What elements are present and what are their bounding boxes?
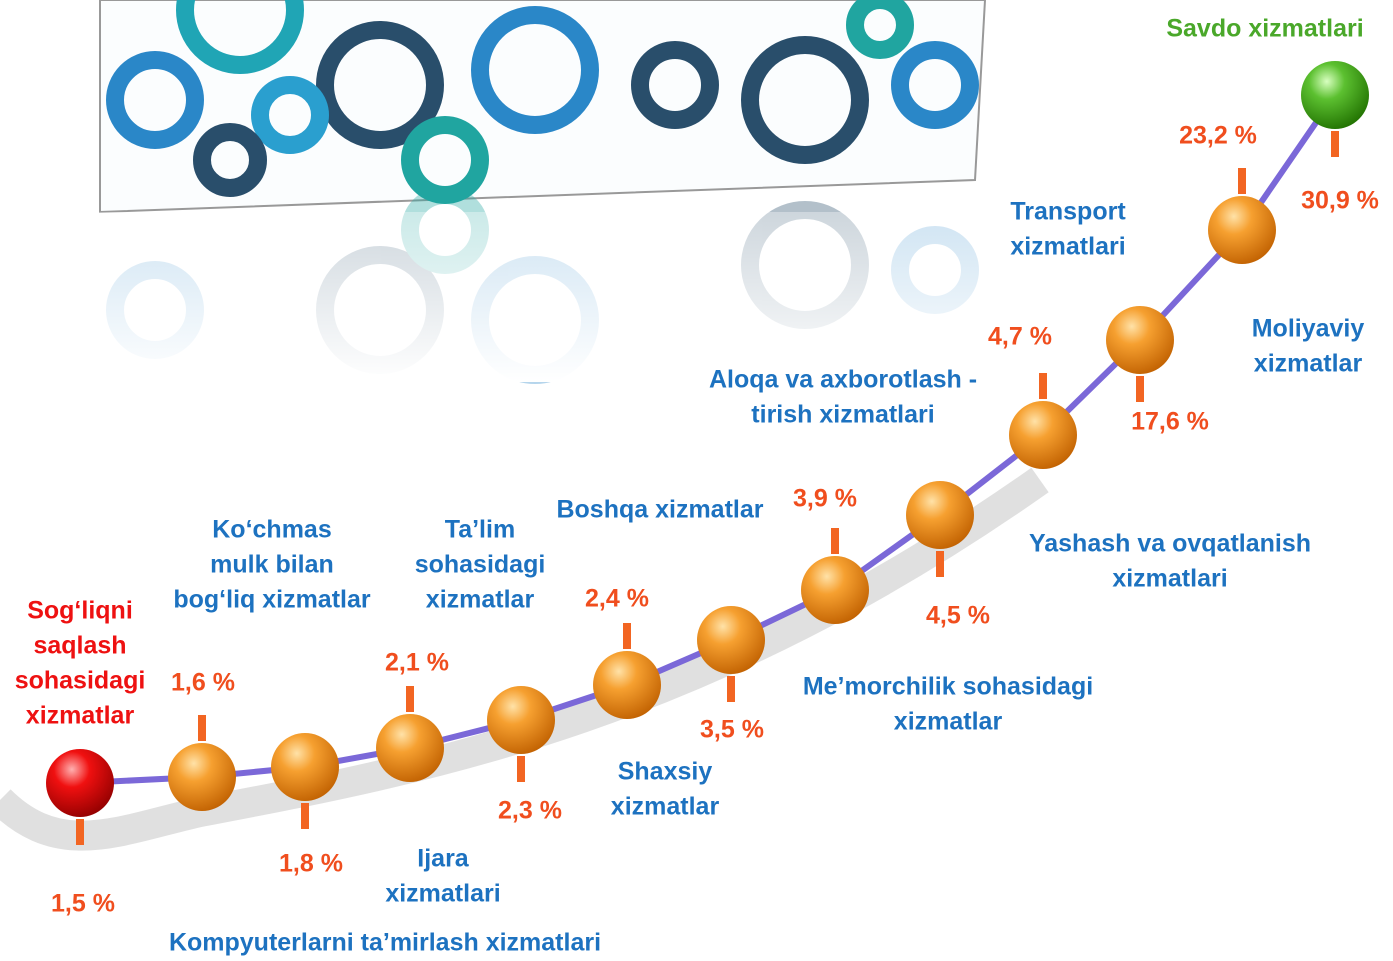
illustration bbox=[90, 0, 990, 382]
label: Transport bbox=[1010, 198, 1126, 226]
label: xizmatlar bbox=[426, 586, 535, 614]
label: Yashash va ovqatlanish bbox=[1029, 530, 1311, 558]
value: 1,8 % bbox=[279, 850, 343, 878]
ball bbox=[376, 714, 444, 782]
value: 17,6 % bbox=[1131, 408, 1209, 436]
label: xizmatlar bbox=[611, 793, 720, 821]
tick bbox=[301, 803, 309, 829]
tick bbox=[936, 551, 944, 577]
label: xizmatlari bbox=[1112, 565, 1227, 593]
value: 3,5 % bbox=[700, 716, 764, 744]
infographic: 1,5 % Sog‘liqni saqlash sohasidagi xizmatlar… bbox=[0, 0, 1393, 961]
label: xizmatlar bbox=[26, 702, 135, 730]
ball bbox=[801, 556, 869, 624]
tick bbox=[406, 686, 414, 712]
label: mulk bilan bbox=[210, 551, 334, 579]
value: 1,5 % bbox=[51, 890, 115, 918]
label: saqlash bbox=[33, 632, 126, 660]
value: 4,5 % bbox=[926, 602, 990, 630]
tick bbox=[1238, 168, 1246, 194]
label: Aloqa va axborotlash - bbox=[709, 366, 977, 394]
label: Ijara bbox=[417, 845, 470, 873]
value: 3,9 % bbox=[793, 485, 857, 513]
label: Ko‘chmas bbox=[212, 516, 331, 544]
ball bbox=[906, 481, 974, 549]
tick bbox=[831, 528, 839, 554]
node: 17,6 % Moliyaviy xizmatlar bbox=[1106, 306, 1364, 436]
ball bbox=[271, 733, 339, 801]
value: 30,9 % bbox=[1301, 187, 1379, 215]
ball bbox=[697, 606, 765, 674]
label: xizmatlari bbox=[385, 880, 500, 908]
node: 4,5 % Yashash va ovqatlanish xizmatlari bbox=[906, 481, 1311, 630]
ball bbox=[593, 651, 661, 719]
label: Shaxsiy bbox=[618, 758, 713, 786]
label: sohasidagi bbox=[415, 551, 546, 579]
value: 4,7 % bbox=[988, 323, 1052, 351]
node: 2,1 % Ijara xizmatlari bbox=[376, 649, 501, 908]
node: 3,5 % Me’morchilik sohasidagi xizmatlar bbox=[697, 606, 1093, 744]
label: bog‘liq xizmatlar bbox=[173, 586, 371, 614]
node: 1,5 % Sog‘liqni saqlash sohasidagi xizmatlar bbox=[15, 597, 146, 918]
tick bbox=[623, 623, 631, 649]
ball bbox=[487, 686, 555, 754]
label: Boshqa xizmatlar bbox=[556, 496, 763, 524]
ball bbox=[1208, 196, 1276, 264]
label: Sog‘liqni bbox=[27, 597, 133, 625]
tick bbox=[517, 756, 525, 782]
label: Me’morchilik sohasidagi bbox=[803, 673, 1093, 701]
ball bbox=[46, 749, 114, 817]
value: 2,1 % bbox=[385, 649, 449, 677]
label: tirish xizmatlari bbox=[751, 401, 934, 429]
tick bbox=[1136, 376, 1144, 402]
node: 23,2 % Transport xizmatlari bbox=[1010, 122, 1276, 264]
label: Savdo xizmatlari bbox=[1166, 15, 1363, 43]
label: xizmatlar bbox=[1254, 350, 1363, 378]
label: sohasidagi bbox=[15, 667, 146, 695]
ball bbox=[168, 743, 236, 811]
label: Ta’lim bbox=[445, 516, 515, 544]
ball bbox=[1106, 306, 1174, 374]
node: 2,4 % Shaxsiy xizmatlar bbox=[585, 585, 719, 821]
shadow bbox=[0, 480, 1040, 836]
value: 2,3 % bbox=[498, 797, 562, 825]
label: Moliyaviy bbox=[1252, 315, 1365, 343]
ball bbox=[1301, 61, 1369, 129]
label: Kompyuterlarni ta’mirlash xizmatlari bbox=[169, 929, 601, 957]
value: 2,4 % bbox=[585, 585, 649, 613]
tick bbox=[198, 715, 206, 741]
label: xizmatlari bbox=[1010, 233, 1125, 261]
value: 23,2 % bbox=[1179, 122, 1257, 150]
ball bbox=[1009, 401, 1077, 469]
label: xizmatlar bbox=[894, 708, 1003, 736]
tick bbox=[76, 819, 84, 845]
tick bbox=[727, 676, 735, 702]
tick bbox=[1331, 131, 1339, 157]
value: 1,6 % bbox=[171, 669, 235, 697]
tick bbox=[1039, 373, 1047, 399]
